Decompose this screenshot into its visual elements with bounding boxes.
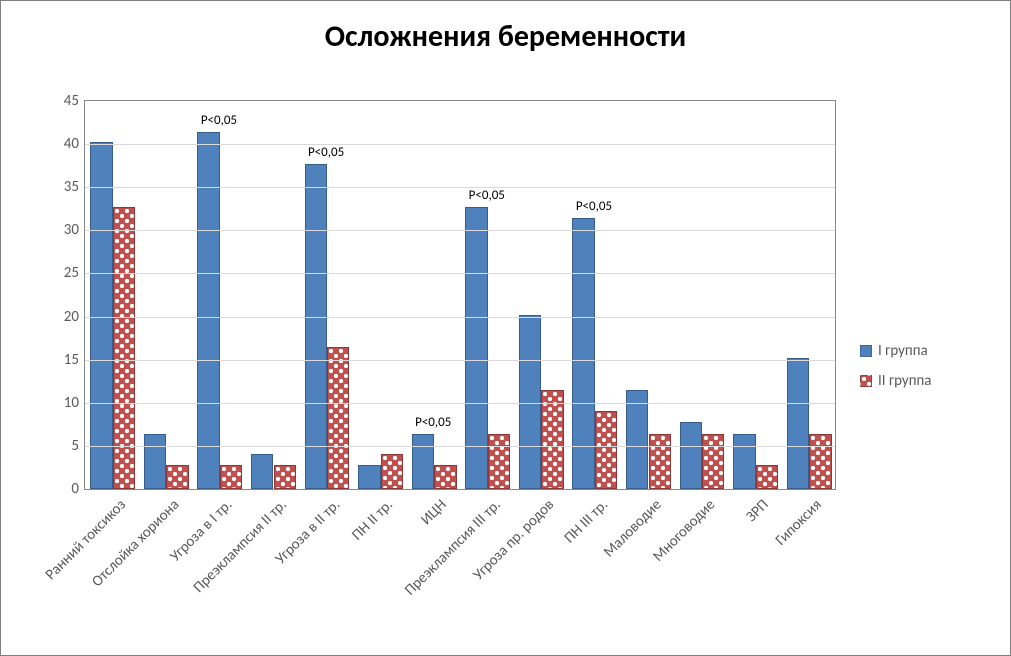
bar-series-2 [220,465,242,489]
gridline [85,273,835,274]
legend-item: II группа [860,372,932,390]
y-tick-label: 15 [64,351,79,369]
bar-series-1 [680,422,702,489]
gridline [85,360,835,361]
y-tick-label: 35 [64,178,79,196]
bar-series-1 [572,218,594,489]
y-tick-label: 20 [64,308,79,326]
bar-series-1 [358,465,380,489]
gridline [85,446,835,447]
y-tick-label: 30 [64,221,79,239]
plot-area: P<0,05P<0,05P<0,05P<0,05P<0,05 051015202… [84,100,836,490]
bar-series-2 [541,390,563,489]
bar-series-2 [756,465,778,489]
bar-series-1 [626,390,648,489]
legend-label: I группа [878,342,928,360]
bar-series-2 [595,411,617,489]
significance-label: P<0,05 [576,199,612,214]
y-tick-label: 25 [64,264,79,282]
bar-group [674,101,728,489]
y-tick-label: 40 [64,135,79,153]
gridline [85,403,835,404]
legend-label: II группа [878,372,932,390]
bar-series-2 [166,465,188,489]
bars-layer: P<0,05 P<0,05 P<0,05 P<0,05 P<0,05 [85,101,835,489]
bar-series-2 [649,434,671,489]
bar-group [85,101,139,489]
bar-series-1 [412,434,434,489]
chart-title: Осложнения беременности [0,18,1011,55]
y-tick-label: 0 [71,480,79,498]
bar-group [514,101,568,489]
bar-group: P<0,05 [567,101,621,489]
bar-group: P<0,05 [460,101,514,489]
bar-series-2 [327,347,349,489]
gridline [85,187,835,188]
significance-label: P<0,05 [201,113,237,128]
bar-group: P<0,05 [299,101,353,489]
bar-series-2 [381,454,403,489]
legend-swatch [860,375,872,387]
bar-series-2 [809,434,831,489]
bar-group [353,101,407,489]
bar-series-2 [274,465,296,489]
bar-series-1 [733,434,755,489]
gridline [85,144,835,145]
legend-swatch [860,345,872,357]
bar-series-1 [144,434,166,489]
bar-series-1 [305,164,327,489]
significance-label: P<0,05 [415,415,451,430]
bar-group [781,101,835,489]
y-tick-label: 45 [64,92,79,110]
bar-group: P<0,05 [406,101,460,489]
bar-series-1 [251,454,273,489]
bar-group [246,101,300,489]
gridline [85,230,835,231]
bar-group: P<0,05 [192,101,246,489]
y-tick-label: 5 [71,437,79,455]
legend: I группа II группа [860,342,932,390]
bar-group [728,101,782,489]
bar-series-1 [197,132,219,489]
legend-item: I группа [860,342,932,360]
bar-series-2 [488,434,510,489]
significance-label: P<0,05 [308,145,344,160]
bar-group [139,101,193,489]
gridline [85,317,835,318]
significance-label: P<0,05 [469,188,505,203]
bar-group [621,101,675,489]
y-tick-label: 10 [64,394,79,412]
bar-series-1 [787,358,809,489]
bar-series-2 [434,465,456,489]
bar-series-2 [702,434,724,489]
